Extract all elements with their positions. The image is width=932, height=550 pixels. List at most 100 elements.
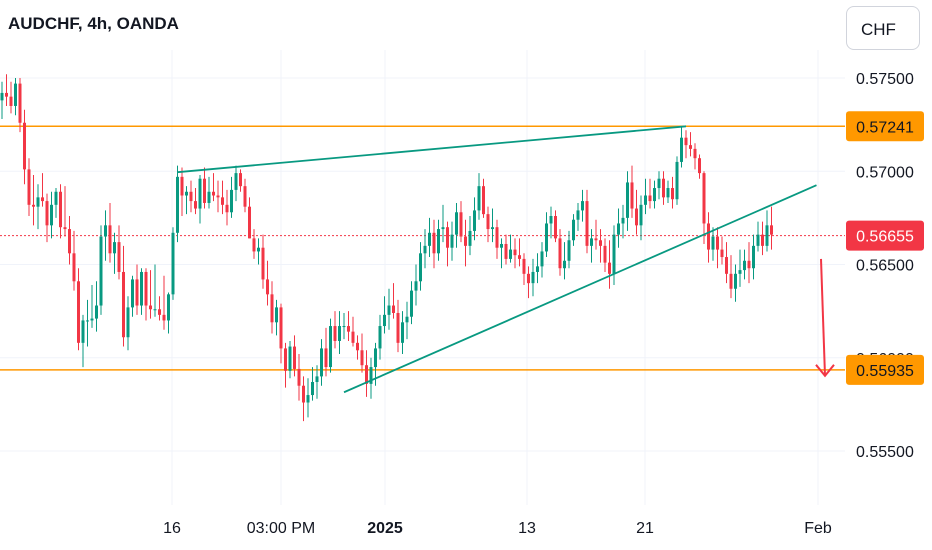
candle-body	[693, 148, 697, 159]
candle-body	[230, 189, 233, 213]
candle-body	[50, 204, 53, 226]
price-tick-label-4: 0.55500	[856, 444, 914, 461]
candle-body	[716, 236, 719, 250]
time-tick-label-2: 2025	[367, 520, 403, 537]
candle-body	[140, 271, 143, 306]
candle-body	[684, 137, 688, 146]
candle-body	[185, 191, 188, 196]
candle-body	[378, 326, 382, 349]
price-label-text-1: 0.56655	[856, 229, 914, 246]
candle-body	[171, 232, 175, 295]
candle-body	[383, 314, 386, 327]
symbol-title[interactable]: AUDCHF, 4h, OANDA	[8, 14, 179, 33]
candle-body	[509, 249, 512, 259]
candle-body	[252, 238, 256, 252]
candle-body	[365, 365, 368, 384]
candle-body	[405, 316, 409, 323]
candle-body	[198, 178, 202, 209]
candle-body	[360, 350, 364, 366]
candle-body	[428, 232, 431, 246]
trend-line-0[interactable]	[177, 125, 687, 174]
candle-body	[491, 227, 494, 230]
candle-body	[32, 204, 35, 207]
candle-body	[540, 251, 544, 267]
candle-body	[86, 320, 89, 322]
candle-body	[752, 245, 755, 269]
candle-body	[396, 312, 400, 343]
candle-body	[180, 176, 184, 196]
candle-body	[657, 178, 661, 189]
candle-body	[630, 182, 634, 209]
candle-body	[387, 305, 391, 315]
candle-body	[77, 281, 80, 343]
price-tick-label-1: 0.57000	[856, 164, 914, 181]
candle-body	[68, 229, 71, 254]
candle-body	[207, 191, 211, 203]
candle-body	[617, 223, 620, 235]
candle-body	[5, 92, 8, 97]
candle-body	[644, 195, 647, 205]
candle-body	[54, 191, 58, 205]
candle-body	[90, 318, 94, 321]
candle-body	[419, 253, 422, 282]
candle-body	[558, 238, 562, 269]
trend-line-1[interactable]	[343, 184, 817, 394]
candle-body	[590, 238, 593, 246]
candle-body	[270, 294, 274, 323]
time-tick-label-1: 03:00 PM	[247, 520, 315, 537]
candle-body	[401, 322, 404, 343]
price-axis[interactable]: 0.575000.570000.565000.560000.555000.572…	[846, 71, 924, 461]
candle-body	[513, 249, 517, 256]
candle-body	[293, 346, 296, 369]
time-axis[interactable]: 16 03:00 PM 2025 13 21 Feb	[163, 520, 832, 537]
candle-body	[72, 253, 76, 282]
price-label-box-2[interactable]	[846, 354, 924, 385]
price-label-box-1[interactable]	[846, 220, 924, 251]
candle-body	[288, 346, 292, 371]
candle-body	[203, 178, 206, 203]
candle-body	[698, 158, 701, 174]
currency-button[interactable]: CHF	[846, 6, 920, 50]
candle-body	[554, 216, 557, 239]
grid	[0, 50, 845, 505]
candle-body	[14, 83, 17, 106]
candle-body	[324, 348, 328, 368]
candle-body	[9, 96, 13, 106]
candle-body	[18, 83, 22, 123]
candle-body	[351, 331, 355, 343]
candle-body	[495, 227, 499, 248]
candle-body	[122, 271, 125, 338]
forecast-arrow-shaft[interactable]	[820, 258, 826, 376]
candle-body	[500, 243, 503, 248]
candle-body	[437, 229, 440, 254]
candle-body	[720, 249, 724, 258]
candle-body	[225, 204, 229, 213]
trend-lines[interactable]	[177, 125, 817, 394]
candle-body	[356, 342, 359, 351]
candle-body	[423, 245, 427, 254]
forecast-arrow[interactable]	[815, 258, 835, 378]
candle-body	[482, 186, 485, 215]
candle-body	[545, 223, 548, 252]
candle-body	[0, 92, 4, 101]
candle-body	[297, 368, 301, 386]
forecast-arrow-head[interactable]	[815, 364, 835, 378]
candle-body	[473, 210, 476, 231]
price-label-text-0: 0.57241	[856, 119, 914, 136]
candle-body	[612, 234, 616, 274]
candle-body	[576, 210, 580, 220]
price-label-box-0[interactable]	[846, 111, 924, 142]
candle-body	[446, 227, 449, 248]
candle-body	[410, 290, 413, 317]
candle-body	[63, 227, 67, 230]
candle-body	[167, 294, 170, 321]
candle-body	[104, 225, 107, 237]
candle-body	[311, 381, 314, 396]
candle-body	[338, 326, 341, 341]
candle-body	[306, 395, 310, 403]
candle-body	[585, 201, 589, 246]
candle-body	[743, 260, 746, 271]
candle-body	[527, 273, 530, 284]
